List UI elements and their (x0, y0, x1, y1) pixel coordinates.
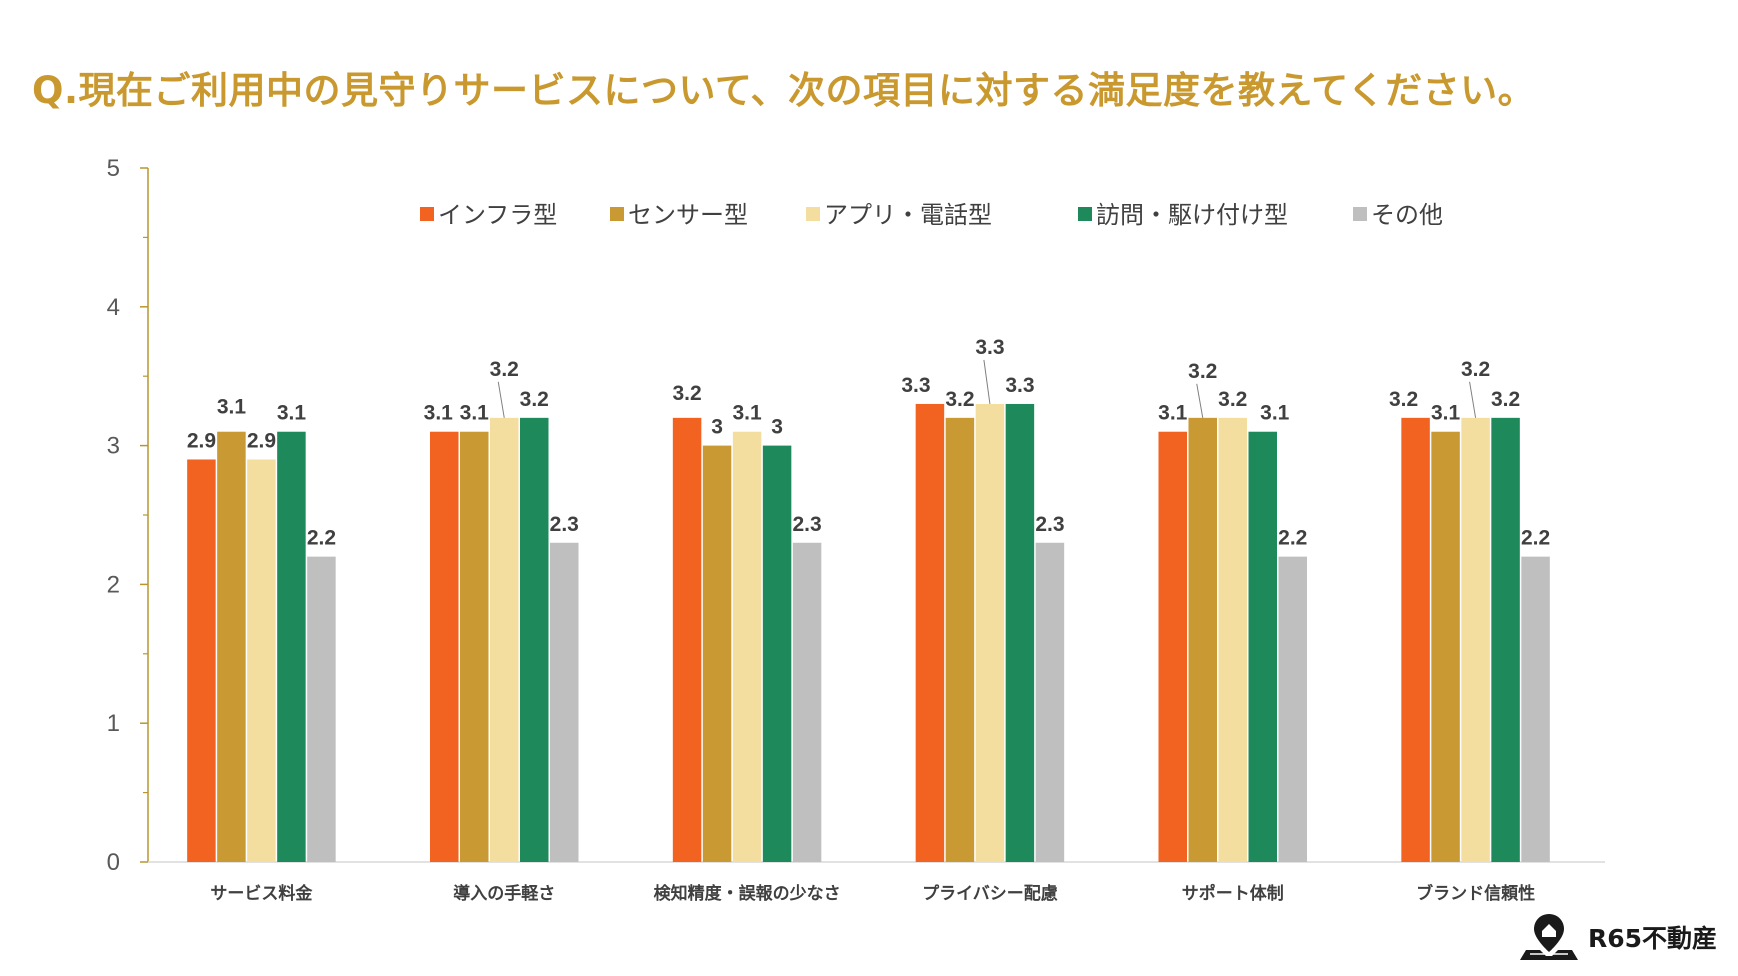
data-label: 3.2 (1389, 388, 1418, 411)
data-label: 3.2 (520, 388, 549, 411)
legend-swatch (1353, 207, 1367, 221)
x-category-label: 検知精度・誤報の少なさ (654, 883, 841, 904)
data-label: 3 (711, 416, 723, 439)
data-label: 3.2 (945, 388, 974, 411)
data-label: 3.1 (1431, 402, 1461, 425)
bar (672, 417, 702, 862)
bar (277, 431, 306, 862)
bar (915, 403, 945, 862)
y-tick-label: 3 (107, 433, 120, 460)
bar (1461, 417, 1490, 862)
chart-bars (187, 403, 1550, 862)
data-label: 3.3 (901, 374, 930, 397)
data-label: 3.2 (490, 358, 519, 381)
legend-label: 訪問・駆け付け型 (1096, 201, 1288, 229)
bar (1491, 417, 1520, 862)
legend-swatch (420, 207, 434, 221)
chart-axes: 0 1 2 3 4 5 (107, 155, 1605, 876)
data-label: 3.2 (1491, 388, 1520, 411)
brand-logo: R65不動産 (1518, 912, 1717, 962)
bar (247, 459, 276, 862)
house-pin-map-icon (1520, 914, 1578, 960)
data-label: 3.1 (1260, 402, 1290, 425)
data-label: 2.9 (247, 429, 276, 452)
brand-name: R65不動産 (1588, 924, 1718, 953)
data-label: 2.2 (1521, 527, 1550, 550)
x-category-label: サービス料金 (210, 883, 313, 904)
bar (732, 431, 762, 862)
legend-swatch (610, 207, 624, 221)
page-title: Q.現在ご利用中の見守りサービスについて、次の項目に対する満足度を教えてください… (32, 69, 1536, 112)
bar (1005, 403, 1035, 862)
bar (1248, 431, 1277, 862)
data-label: 2.2 (1278, 527, 1307, 550)
data-label: 2.3 (792, 513, 821, 536)
y-tick-label: 5 (107, 155, 120, 182)
bar (217, 431, 246, 862)
bar (550, 542, 579, 862)
data-label-leader (497, 381, 505, 418)
data-label: 3 (771, 416, 783, 439)
bar (430, 431, 459, 862)
legend-label: センサー型 (628, 201, 748, 229)
chart-legend: インフラ型 センサー型 アプリ・電話型 訪問・駆け付け型 その他 (420, 201, 1443, 229)
legend-label: インフラ型 (438, 201, 557, 229)
data-label: 3.2 (1218, 388, 1247, 411)
data-label: 3.1 (277, 402, 307, 425)
data-label-leader (983, 359, 991, 405)
bar (460, 431, 489, 862)
bar (490, 417, 519, 862)
bar (762, 445, 792, 862)
legend-label: アプリ・電話型 (824, 201, 992, 229)
data-label-leader (1196, 383, 1204, 418)
bar (520, 417, 549, 862)
bar (702, 445, 732, 862)
data-label: 3.3 (975, 336, 1004, 359)
y-tick-label: 2 (107, 571, 120, 598)
data-label: 3.2 (1188, 360, 1217, 383)
x-category-label: サポート体制 (1182, 883, 1284, 904)
data-label: 2.3 (550, 513, 579, 536)
data-label: 3.2 (672, 382, 701, 405)
legend-swatch (806, 207, 820, 221)
legend-swatch (1078, 207, 1092, 221)
y-tick-label: 0 (107, 849, 120, 876)
bar (1401, 417, 1430, 862)
bar (187, 459, 216, 862)
bar (792, 542, 822, 862)
bar (1521, 556, 1550, 862)
legend-label: その他 (1371, 201, 1443, 229)
data-label: 3.1 (732, 402, 762, 425)
data-label: 2.9 (187, 429, 216, 452)
bar (1158, 431, 1187, 862)
x-category-label: ブランド信頼性 (1416, 883, 1535, 904)
bar (1218, 417, 1247, 862)
data-label: 3.1 (424, 402, 454, 425)
bar (307, 556, 336, 862)
data-label-leader (1469, 381, 1477, 418)
x-category-label: プライバシー配慮 (922, 883, 1058, 904)
x-category-label: 導入の手軽さ (453, 883, 555, 904)
data-label: 3.1 (1158, 402, 1188, 425)
y-tick-label: 1 (107, 710, 120, 737)
bar (1188, 417, 1217, 862)
data-label: 3.1 (217, 396, 247, 419)
bar (1431, 431, 1460, 862)
bar (945, 417, 975, 862)
bar (975, 403, 1005, 862)
y-tick-label: 4 (107, 294, 120, 321)
bar (1278, 556, 1307, 862)
data-label: 2.2 (307, 527, 336, 550)
data-label: 2.3 (1035, 513, 1064, 536)
bar (1035, 542, 1065, 862)
data-label: 3.1 (460, 402, 490, 425)
data-label: 3.2 (1461, 358, 1490, 381)
data-label: 3.3 (1005, 374, 1034, 397)
